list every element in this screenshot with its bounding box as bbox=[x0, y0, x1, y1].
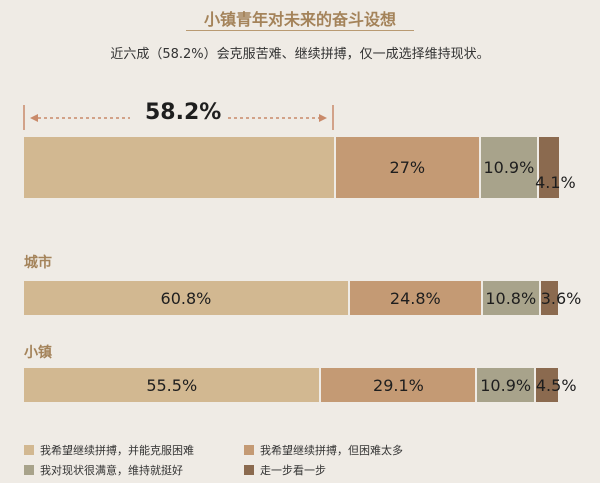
bar-segment-0-3: 4.1% bbox=[535, 137, 576, 198]
group-label-town: 小镇 bbox=[24, 345, 52, 361]
bar-segment-0-2: 10.9% bbox=[480, 137, 538, 198]
bar-segment-0-1: 27% bbox=[335, 137, 479, 198]
bar-label-1-1: 24.8% bbox=[389, 288, 441, 308]
bar-label-1-0: 60.8% bbox=[160, 288, 212, 308]
legend-item-2: 我对现状很满意，维持就挺好 bbox=[24, 462, 183, 478]
bar-segment-1-1: 24.8% bbox=[349, 281, 481, 315]
legend-swatch-2 bbox=[24, 465, 34, 475]
bar-label-1-3: 3.6% bbox=[540, 289, 582, 308]
legend-label-1: 我希望继续拼搏，但困难太多 bbox=[260, 444, 403, 457]
title-underline bbox=[186, 30, 414, 31]
group-label-city: 城市 bbox=[24, 255, 52, 271]
bar-segment-2-1: 29.1% bbox=[321, 368, 476, 402]
bar-label-0-3: 4.1% bbox=[535, 173, 576, 192]
legend-swatch-1 bbox=[244, 445, 254, 455]
legend-swatch-0 bbox=[24, 445, 34, 455]
legend-item-3: 走一步看一步 bbox=[244, 462, 326, 478]
bar-segment-1-2: 10.8% bbox=[482, 281, 539, 315]
bar-label-0-1: 27% bbox=[389, 158, 426, 177]
legend-label-2: 我对现状很满意，维持就挺好 bbox=[40, 464, 183, 477]
legend-item-1: 我希望继续拼搏，但困难太多 bbox=[244, 442, 403, 458]
chart-title: 小镇青年对未来的奋斗设想 bbox=[203, 10, 396, 29]
bar-segment-0-0 bbox=[24, 137, 334, 198]
bar-label-2-2: 10.9% bbox=[480, 375, 532, 395]
bar-label-2-3: 4.5% bbox=[535, 376, 577, 395]
bar-label-2-0: 55.5% bbox=[146, 375, 198, 395]
annotation-arrow-left bbox=[30, 114, 38, 122]
legend-label-3: 走一步看一步 bbox=[260, 464, 326, 477]
bar-segment-2-0: 55.5% bbox=[24, 368, 320, 402]
bar-segment-1-3: 3.6% bbox=[540, 281, 581, 315]
bar-label-0-2: 10.9% bbox=[483, 158, 535, 177]
annotation-arrow-right bbox=[319, 114, 327, 122]
legend-label-0: 我希望继续拼搏，并能克服困难 bbox=[40, 444, 194, 457]
legend-swatch-3 bbox=[244, 465, 254, 475]
bar-segment-2-3: 4.5% bbox=[535, 368, 577, 402]
bar-segment-2-2: 10.9% bbox=[477, 368, 534, 402]
bar-label-1-2: 10.8% bbox=[485, 288, 537, 308]
chart-subtitle: 近六成（58.2%）会克服苦难、继续拼搏，仅一成选择维持现状。 bbox=[110, 47, 490, 62]
annotation-arrows bbox=[23, 105, 334, 130]
annotation-value: 58.2% bbox=[145, 100, 222, 125]
bar-label-2-1: 29.1% bbox=[373, 375, 424, 395]
legend-item-0: 我希望继续拼搏，并能克服困难 bbox=[24, 442, 194, 458]
bar-segment-1-0: 60.8% bbox=[24, 281, 348, 315]
